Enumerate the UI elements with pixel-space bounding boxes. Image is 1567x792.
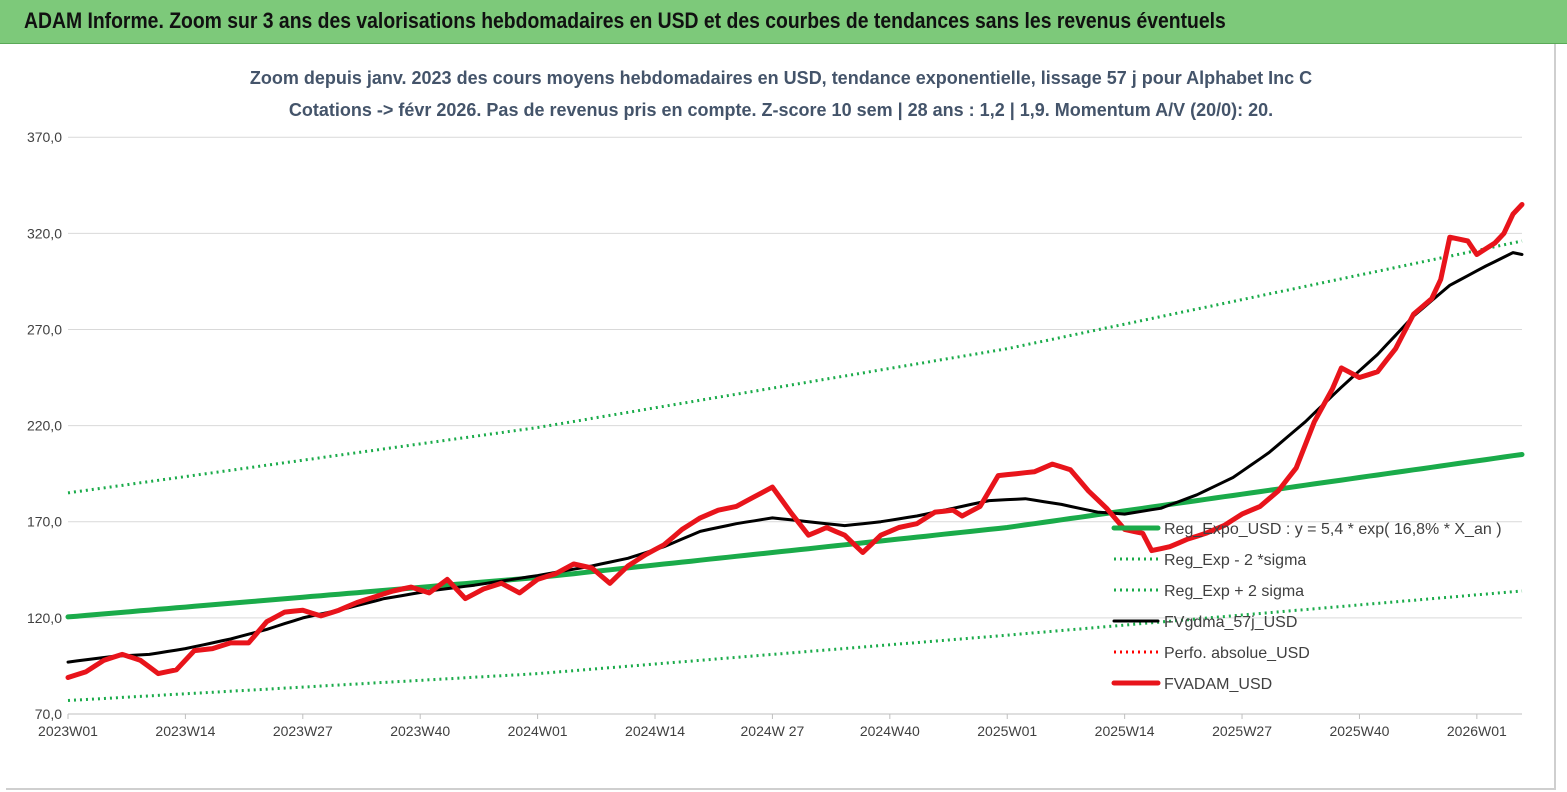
legend: Reg_Expo_USD : y = 5,4 * exp( 16,8% * X_… bbox=[1111, 521, 1502, 693]
x-tick-label: 2026W01 bbox=[1447, 723, 1507, 739]
x-axis-ticks: 2023W01 2023W14 2023W27 2023W40 2024W01 2024W… bbox=[38, 714, 1507, 739]
x-tick-label: 2023W14 bbox=[155, 723, 215, 739]
legend-label-fvgdma: FVgdma_57j_USD bbox=[1164, 614, 1297, 631]
chart-title-line1: Zoom depuis janv. 2023 des cours moyens … bbox=[250, 68, 1312, 88]
report-header: ADAM Informe. Zoom sur 3 ans des valoris… bbox=[0, 0, 1567, 44]
y-tick-label: 270,0 bbox=[27, 321, 62, 337]
y-tick-label: 70,0 bbox=[35, 706, 62, 722]
chart-frame: Zoom depuis janv. 2023 des cours moyens … bbox=[6, 44, 1556, 790]
legend-label-reg_minus: Reg_Exp - 2 *sigma bbox=[1164, 552, 1306, 569]
x-tick-label: 2023W27 bbox=[273, 723, 333, 739]
gridlines bbox=[68, 136, 1522, 715]
legend-label-perfo: Perfo. absolue_USD bbox=[1164, 645, 1310, 662]
y-axis-ticks: 70,0 120,0 170,0 220,0 270,0 320,0 370,0 bbox=[27, 129, 62, 722]
x-tick-label: 2024W 27 bbox=[741, 723, 805, 739]
x-tick-label: 2025W14 bbox=[1095, 723, 1155, 739]
y-tick-label: 320,0 bbox=[27, 225, 62, 241]
series-line-fvadam bbox=[65, 202, 1525, 680]
legend-label-reg_plus: Reg_Exp + 2 sigma bbox=[1164, 583, 1304, 600]
x-tick-label: 2023W01 bbox=[38, 723, 98, 739]
x-tick-label: 2024W14 bbox=[625, 723, 685, 739]
x-tick-label: 2023W40 bbox=[390, 723, 450, 739]
x-tick-label: 2024W01 bbox=[508, 723, 568, 739]
x-tick-label: 2025W27 bbox=[1212, 723, 1272, 739]
y-tick-label: 370,0 bbox=[27, 129, 62, 145]
chart-title-line2: Cotations -> févr 2026. Pas de revenus p… bbox=[289, 100, 1273, 120]
y-tick-label: 220,0 bbox=[27, 418, 62, 434]
legend-label-fvadam: FVADAM_USD bbox=[1164, 676, 1272, 693]
y-tick-label: 170,0 bbox=[27, 514, 62, 530]
report-title: ADAM Informe. Zoom sur 3 ans des valoris… bbox=[24, 8, 1226, 33]
series-lines bbox=[65, 202, 1525, 702]
line-chart: Zoom depuis janv. 2023 des cours moyens … bbox=[27, 68, 1525, 739]
x-tick-label: 2025W01 bbox=[977, 723, 1037, 739]
legend-label-reg_expo: Reg_Expo_USD : y = 5,4 * exp( 16,8% * X_… bbox=[1164, 521, 1502, 538]
x-tick-label: 2025W40 bbox=[1329, 723, 1389, 739]
x-tick-label: 2024W40 bbox=[860, 723, 920, 739]
y-tick-label: 120,0 bbox=[27, 610, 62, 626]
